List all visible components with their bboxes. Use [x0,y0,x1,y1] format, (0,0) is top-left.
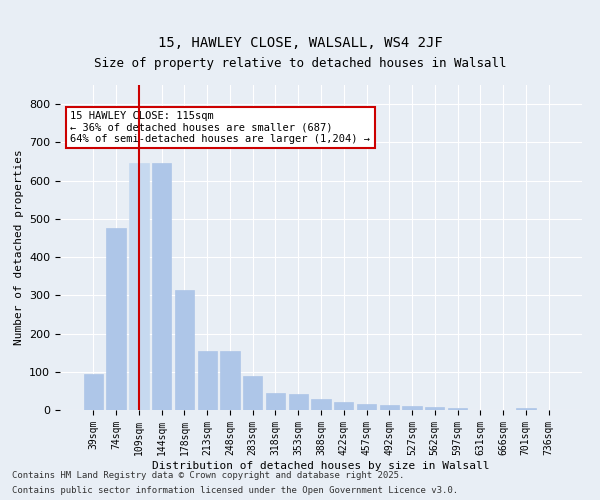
Bar [311,400,331,410]
Text: Contains HM Land Registry data © Crown copyright and database right 2025.: Contains HM Land Registry data © Crown c… [12,471,404,480]
Bar [425,408,445,410]
Bar [334,402,353,410]
Bar [289,394,308,410]
Bar [197,350,217,410]
Bar [243,376,262,410]
Bar [380,405,399,410]
Text: Size of property relative to detached houses in Walsall: Size of property relative to detached ho… [94,57,506,70]
X-axis label: Distribution of detached houses by size in Walsall: Distribution of detached houses by size … [152,460,490,470]
Text: 15 HAWLEY CLOSE: 115sqm
← 36% of detached houses are smaller (687)
64% of semi-d: 15 HAWLEY CLOSE: 115sqm ← 36% of detache… [70,111,370,144]
Bar [84,374,103,410]
Text: Contains public sector information licensed under the Open Government Licence v3: Contains public sector information licen… [12,486,458,495]
Bar [448,408,467,410]
Text: 15, HAWLEY CLOSE, WALSALL, WS4 2JF: 15, HAWLEY CLOSE, WALSALL, WS4 2JF [158,36,442,50]
Bar [129,164,149,410]
Bar [175,290,194,410]
Bar [220,350,239,410]
Bar [106,228,126,410]
Bar [152,164,172,410]
Bar [403,406,422,410]
Bar [516,408,536,410]
Bar [357,404,376,410]
Bar [266,393,285,410]
Y-axis label: Number of detached properties: Number of detached properties [14,150,23,346]
